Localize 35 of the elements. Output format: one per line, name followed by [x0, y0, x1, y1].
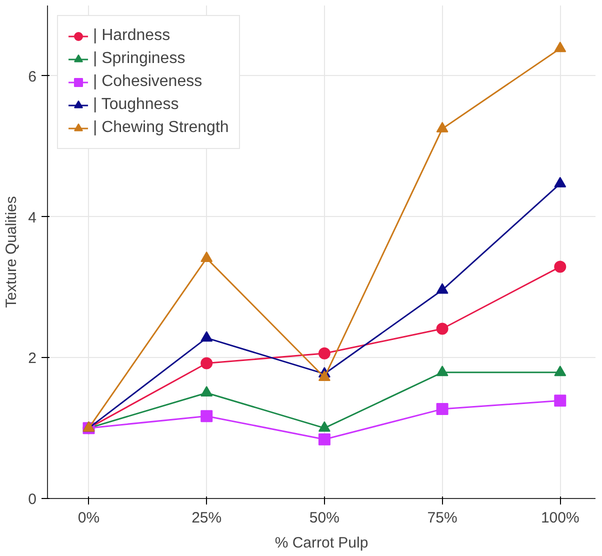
point [554, 176, 566, 188]
point [200, 331, 213, 342]
legend-label: | Springiness [93, 50, 186, 68]
point [318, 421, 330, 432]
y-tick-label: 0 [28, 491, 36, 508]
x-tick-label: 50% [309, 510, 340, 526]
point [436, 366, 448, 376]
point [554, 260, 566, 273]
point [318, 433, 330, 446]
point [200, 386, 213, 397]
y-tick-label: 4 [28, 209, 36, 226]
x-tick-label: 100% [540, 510, 580, 526]
y-tick-label: 6 [28, 68, 36, 86]
point [436, 322, 448, 335]
point [318, 347, 330, 360]
point [436, 403, 448, 416]
point [200, 410, 213, 422]
x-tick-label: 25% [192, 510, 222, 526]
legend-label: | Cohesiveness [93, 73, 202, 91]
legend-label: | Chewing Strength [93, 119, 229, 137]
point [436, 283, 448, 294]
x-tick-label: 75% [427, 510, 458, 526]
x-axis-title: % Carrot Pulp [274, 534, 368, 552]
point [554, 394, 566, 407]
legend-label: | Toughness [93, 96, 179, 114]
point [200, 357, 213, 370]
point [554, 42, 566, 52]
point [554, 366, 566, 376]
point [318, 370, 330, 382]
legend-label: | Hardness [93, 27, 170, 45]
y-axis-title: Texture Qualities [3, 196, 20, 308]
y-tick-label: 2 [28, 350, 36, 368]
x-tick-label: 0% [78, 510, 100, 526]
point [436, 122, 448, 132]
point [200, 251, 213, 262]
